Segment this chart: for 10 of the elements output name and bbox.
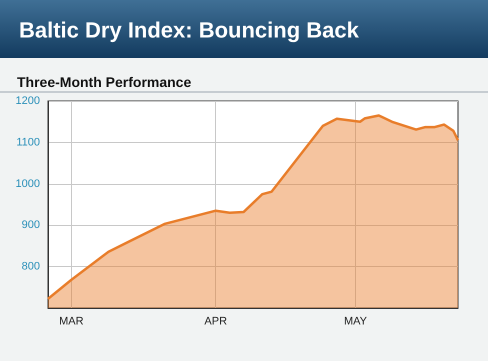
chart-title: Baltic Dry Index: Bouncing Back [19, 18, 360, 42]
y-tick-label: 900 [22, 219, 40, 232]
y-tick-label: 800 [22, 260, 40, 273]
x-tick-label: APR [204, 316, 228, 328]
y-tick-label: 1100 [16, 136, 40, 148]
chart-subtitle: Three-Month Performance [17, 74, 192, 90]
x-tick-label: MAR [59, 316, 84, 328]
y-tick-label: 1000 [16, 178, 40, 190]
y-tick-label: 1200 [16, 95, 40, 107]
x-tick-label: MAY [344, 316, 368, 328]
